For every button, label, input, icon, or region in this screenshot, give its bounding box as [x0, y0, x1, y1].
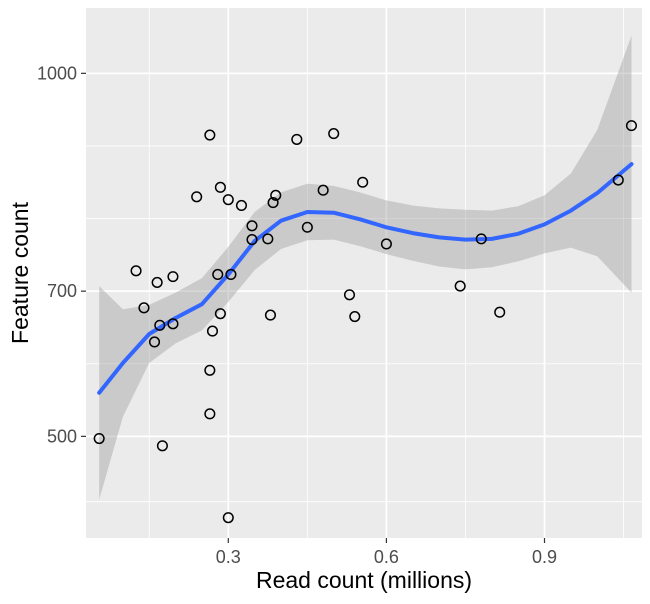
data-point [291, 133, 303, 145]
data-point [262, 233, 274, 245]
data-point [235, 199, 248, 212]
data-point [222, 194, 234, 206]
data-point [246, 220, 258, 232]
data-point [167, 271, 179, 283]
data-point [225, 268, 237, 281]
smooth-trend-line [97, 162, 634, 395]
data-point [357, 176, 369, 188]
x-axis-title: Read count (millions) [256, 567, 472, 593]
y-axis-title: Feature count [7, 201, 33, 344]
data-point [264, 309, 277, 321]
data-point [167, 318, 179, 330]
data-point [204, 408, 216, 420]
x-tick-label: 0.9 [532, 547, 557, 567]
data-points [93, 120, 638, 524]
data-point [222, 512, 234, 524]
plot-panel [86, 8, 642, 538]
minor-gridlines [86, 8, 642, 538]
y-tick-label: 1000 [37, 63, 77, 83]
data-point [154, 319, 166, 331]
data-point [214, 308, 226, 320]
y-tick-label: 500 [47, 426, 77, 446]
data-point [454, 280, 466, 292]
data-point [267, 197, 279, 209]
data-point [204, 129, 216, 141]
y-axis-ticks: 500 700 1000 [37, 63, 86, 446]
y-tick-label: 700 [47, 281, 77, 301]
data-point [206, 325, 219, 337]
data-point [93, 432, 105, 445]
data-point [475, 233, 487, 245]
data-point [246, 234, 258, 246]
data-point [612, 174, 624, 186]
data-point [301, 221, 313, 233]
data-point [328, 128, 340, 140]
data-point [214, 181, 226, 193]
data-point [494, 306, 506, 318]
data-point [191, 191, 203, 203]
data-point [625, 120, 638, 132]
data-point [349, 311, 361, 323]
data-point [380, 238, 392, 250]
x-tick-label: 0.3 [216, 547, 241, 567]
data-point [343, 289, 356, 301]
data-point [317, 184, 329, 196]
data-point [204, 364, 216, 376]
data-point [212, 268, 224, 281]
major-gridlines [86, 8, 642, 538]
x-axis-ticks: 0.3 0.6 0.9 [216, 538, 557, 567]
data-point [270, 189, 282, 201]
data-point [130, 265, 142, 277]
data-point [148, 336, 161, 348]
data-point [156, 440, 168, 452]
data-point [151, 276, 163, 288]
data-point [138, 302, 150, 314]
x-tick-label: 0.6 [374, 547, 399, 567]
